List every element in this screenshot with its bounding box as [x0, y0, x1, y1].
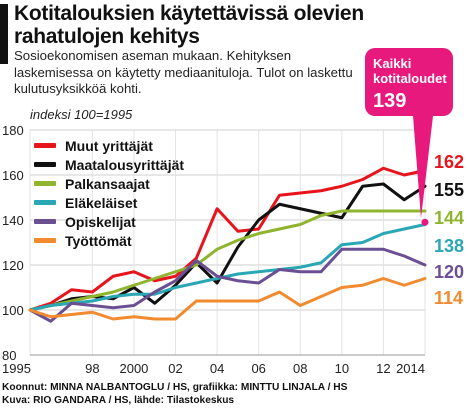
- x-tick-label: 04: [210, 361, 224, 376]
- legend-swatch: [34, 181, 56, 186]
- y-tick-label: 120: [2, 258, 24, 273]
- end-value-label: 144: [434, 208, 465, 228]
- series-line-6: [28, 277, 427, 321]
- legend-label: Eläkeläiset: [65, 194, 138, 211]
- y-axis-label: indeksi 100=1995: [30, 107, 133, 122]
- legend-label: Työttömät: [65, 232, 132, 249]
- end-value-label: 155: [434, 180, 465, 200]
- y-tick-label: 160: [2, 168, 24, 183]
- chart-title: Kotitalouksien käytettävissä olevien rah…: [14, 2, 364, 48]
- legend-label: Palkansaajat: [65, 175, 150, 192]
- series-line-1: [28, 166, 427, 312]
- x-tick-label: 12: [376, 361, 390, 376]
- legend-swatch: [34, 219, 56, 224]
- y-tick-label: 140: [2, 213, 24, 228]
- y-tick-label: 80: [2, 348, 16, 363]
- legend-label: Maatalousyrittäjät: [65, 156, 185, 173]
- legend-swatch: [34, 162, 56, 167]
- x-tick-label: 98: [85, 361, 99, 376]
- chart-footer: Koonnut: MINNA NALBANTOGLU / HS, grafiik…: [2, 381, 462, 407]
- callout-label: Kaikki kotitaloudet: [373, 56, 447, 86]
- end-value-label: 114: [434, 288, 464, 308]
- legend-label: Muut yrittäjät: [65, 137, 153, 154]
- x-tick-label: 2014: [396, 361, 425, 376]
- legend-label: Opiskelijat: [65, 213, 136, 230]
- x-tick-label: 08: [293, 361, 307, 376]
- series-line-5: [28, 247, 427, 323]
- legend-swatch: [34, 200, 56, 205]
- x-tick-label: 2000: [119, 361, 148, 376]
- chart-subtitle: Sosioekonomisen aseman mukaan. Kehitykse…: [14, 48, 353, 96]
- legend-item-3: Palkansaajat: [34, 174, 184, 193]
- title-accent-bar: [0, 4, 8, 64]
- end-value-label: 120: [434, 262, 465, 282]
- legend-item-5: Opiskelijat: [34, 212, 184, 231]
- all-households-marker: [421, 218, 429, 226]
- series-line-4: [28, 223, 427, 312]
- callout-pointer: [413, 116, 433, 219]
- x-tick-label: 02: [168, 361, 182, 376]
- all-households-callout: Kaikki kotitaloudet 139: [365, 48, 453, 116]
- legend-swatch: [34, 238, 56, 243]
- y-tick-label: 180: [2, 123, 24, 138]
- legend-item-6: Työttömät: [34, 231, 184, 250]
- legend-swatch: [34, 143, 56, 148]
- callout-value: 139: [373, 90, 407, 112]
- x-tick-label: 06: [251, 361, 265, 376]
- x-tick-label: 10: [335, 361, 349, 376]
- series-line-3: [28, 209, 427, 312]
- end-value-label: 138: [434, 236, 465, 256]
- legend-item-1: Muut yrittäjät: [34, 136, 184, 155]
- y-tick-label: 100: [2, 303, 24, 318]
- footer-credits: Koonnut: MINNA NALBANTOGLU / HS, grafiik…: [2, 382, 348, 393]
- chart-legend: Muut yrittäjät Maatalousyrittäjät Palkansa…: [34, 136, 184, 250]
- end-value-label: 162: [434, 152, 465, 172]
- x-tick-label: 1995: [2, 361, 31, 376]
- legend-item-4: Eläkeläiset: [34, 193, 184, 212]
- legend-item-2: Maatalousyrittäjät: [34, 155, 184, 174]
- footer-source: Kuva: RIO GANDARA / HS, lähde: Tilastoke…: [2, 395, 235, 406]
